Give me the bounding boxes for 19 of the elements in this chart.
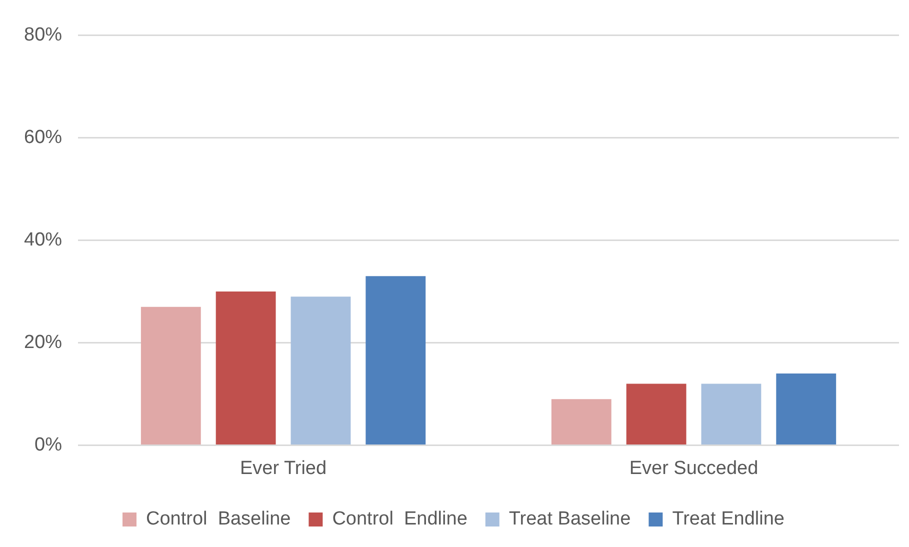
bar: [366, 276, 426, 444]
legend-label: Treat Baseline: [508, 508, 631, 530]
x-tick-label: Ever Succeded: [629, 458, 758, 479]
x-tick-label: Ever Tried: [240, 458, 327, 479]
bar: [216, 292, 276, 444]
legend-label: Control Endline: [332, 508, 468, 530]
bar: [626, 384, 686, 444]
y-tick-label: 40%: [24, 230, 62, 251]
y-tick-label: 0%: [34, 434, 62, 456]
bar: [140, 306, 201, 444]
y-tick-label: 80%: [24, 24, 62, 46]
y-tick-label: 60%: [24, 127, 62, 148]
legend-label: Treat Endline: [672, 508, 784, 530]
y-tick-label: 20%: [24, 332, 62, 353]
bar: [776, 373, 836, 444]
bar: [701, 384, 762, 444]
legend-label: Control Baseline: [146, 508, 291, 530]
bar: [290, 296, 351, 444]
bar: [551, 399, 612, 444]
